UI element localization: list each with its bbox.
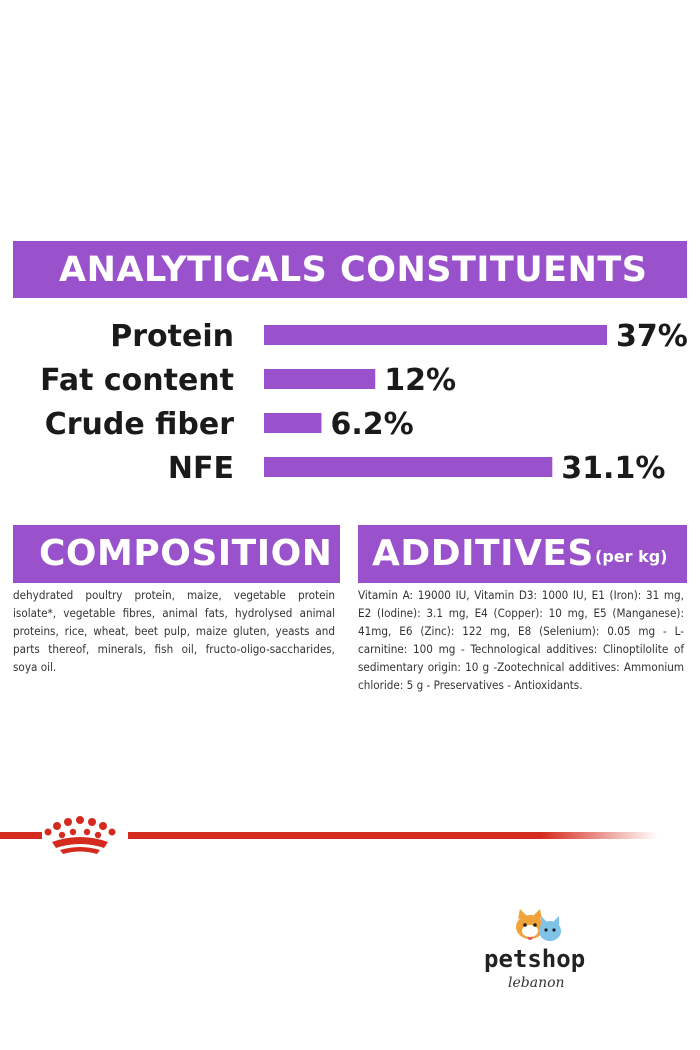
value-label: 31.1% [561,451,665,486]
bar [264,369,376,389]
additives-text: Vitamin A: 19000 IU, Vitamin D3: 1000 IU… [358,588,684,692]
composition-title: COMPOSITION [39,533,333,574]
analytics-banner: ANALYTICALS CONSTITUENTS [13,241,687,298]
petshop-logo: petshop lebanon [484,909,585,991]
category-label: Crude fiber [45,407,234,442]
value-label: 37% [616,319,688,354]
analytics-title: ANALYTICALS CONSTITUENTS [59,250,648,290]
category-label: Fat content [40,363,234,398]
bar [264,325,607,345]
logo-subtext: lebanon [508,975,565,991]
value-label: 6.2% [330,407,413,442]
composition-banner: COMPOSITION [13,525,340,583]
pets-icon [516,909,561,941]
additives-banner: ADDITIVES (per kg) [358,525,687,583]
additives-subtitle: (per kg) [595,547,668,566]
additives-title: ADDITIVES [372,533,594,574]
composition-text: dehydrated poultry protein, maize, veget… [13,588,335,674]
value-label: 12% [384,363,456,398]
crown-divider [0,816,658,854]
category-label: NFE [168,451,234,486]
category-label: Protein [110,319,234,354]
bar [264,457,553,477]
crown-icon [44,816,116,854]
divider-line-right [128,832,658,839]
constituents-chart: Protein 37% Fat content 12% Crude fiber 6.2% N… [40,319,688,486]
logo-wordmark: petshop [484,945,585,973]
divider-line-left [0,832,42,839]
bar [264,413,322,433]
